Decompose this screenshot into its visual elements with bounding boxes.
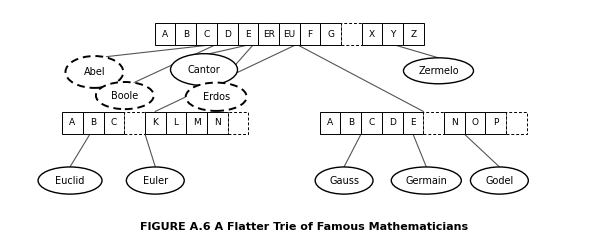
Text: X: X [369,30,375,39]
Bar [238,23,258,45]
Bar [186,112,207,134]
Ellipse shape [470,167,528,194]
Bar [258,23,279,45]
Text: Y: Y [390,30,395,39]
Bar [104,112,124,134]
Bar [444,112,465,134]
Bar [382,23,403,45]
Bar [403,23,424,45]
Text: Erdos: Erdos [203,92,230,102]
Ellipse shape [171,54,238,86]
Text: EU: EU [283,30,295,39]
Text: Zermelo: Zermelo [418,66,459,76]
Text: N: N [451,118,458,127]
Text: B: B [90,118,96,127]
Bar [361,112,382,134]
Text: D: D [389,118,396,127]
Bar [228,112,248,134]
Text: G: G [327,30,334,39]
Ellipse shape [127,167,185,194]
Ellipse shape [96,82,153,109]
Ellipse shape [391,167,461,194]
Text: Z: Z [410,30,417,39]
Text: E: E [410,118,416,127]
Text: C: C [203,30,209,39]
Text: C: C [368,118,375,127]
Text: F: F [308,30,312,39]
Text: A: A [327,118,333,127]
Bar [382,112,403,134]
Text: Boole: Boole [111,91,138,101]
Bar [340,112,361,134]
Ellipse shape [66,56,123,88]
Bar [320,112,340,134]
Bar [320,23,341,45]
Bar [175,23,196,45]
Text: P: P [493,118,498,127]
Ellipse shape [38,167,102,194]
Bar [465,112,485,134]
Text: Euler: Euler [143,176,168,185]
Text: Godel: Godel [485,176,513,185]
Text: Gauss: Gauss [329,176,359,185]
Text: O: O [471,118,479,127]
Bar [124,112,145,134]
Bar [217,23,238,45]
Text: D: D [224,30,231,39]
Text: A: A [69,118,76,127]
Text: K: K [152,118,158,127]
Text: B: B [183,30,189,39]
Ellipse shape [403,58,473,84]
Bar [166,112,186,134]
Ellipse shape [186,83,247,111]
Bar [145,112,166,134]
Text: E: E [245,30,251,39]
Bar [341,23,362,45]
Text: M: M [193,118,200,127]
Text: B: B [348,118,354,127]
Text: ER: ER [262,30,275,39]
Bar [403,112,423,134]
Bar [62,112,83,134]
Text: Abel: Abel [83,67,105,77]
Bar [196,23,217,45]
Text: A: A [162,30,168,39]
Bar [423,112,444,134]
Text: L: L [174,118,178,127]
Ellipse shape [315,167,373,194]
Bar [362,23,382,45]
Text: Cantor: Cantor [188,65,220,75]
Text: Germain: Germain [406,176,447,185]
Text: C: C [111,118,117,127]
Bar [300,23,320,45]
Bar [83,112,104,134]
Bar [155,23,175,45]
Bar [207,112,228,134]
Text: Euclid: Euclid [55,176,85,185]
Bar [485,112,506,134]
Text: N: N [214,118,221,127]
Bar [279,23,300,45]
Text: FIGURE A.6 A Flatter Trie of Famous Mathematicians: FIGURE A.6 A Flatter Trie of Famous Math… [141,222,468,232]
Bar [506,112,527,134]
